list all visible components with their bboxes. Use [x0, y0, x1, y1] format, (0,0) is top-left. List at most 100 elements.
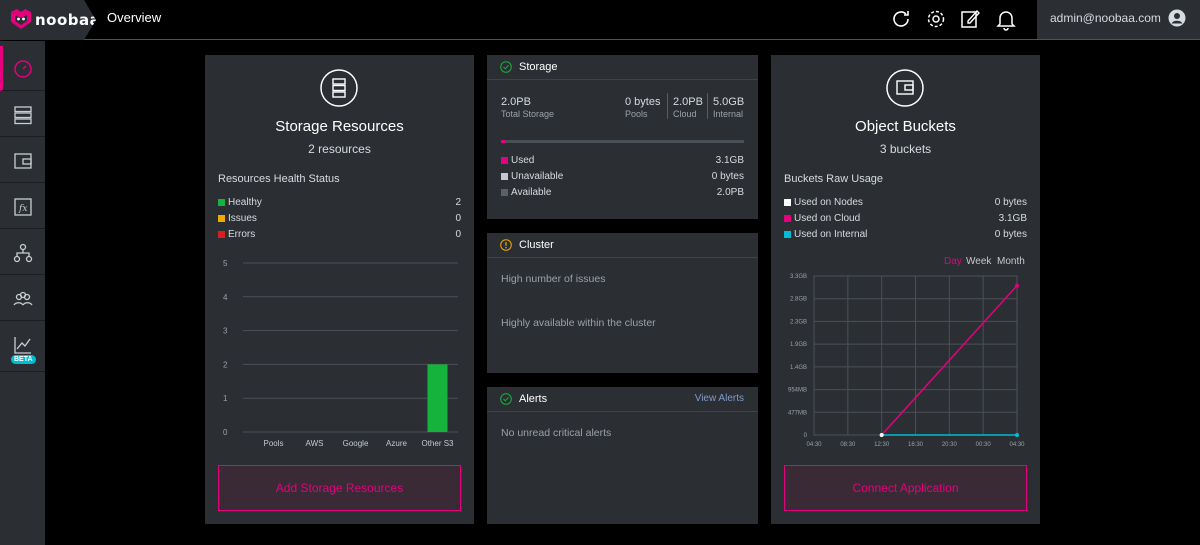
- legend-value: 0: [455, 229, 461, 240]
- pools-value: 0 bytes: [625, 96, 661, 108]
- function-icon: fx: [14, 198, 32, 216]
- legend-nodes: Used on Nodes 0 bytes: [784, 197, 1027, 208]
- cloud-value: 2.0PB: [673, 96, 703, 108]
- x-tick-label: 00:30: [976, 442, 992, 448]
- alerts-title: Alerts: [519, 393, 548, 405]
- x-tick-label: 12:30: [874, 442, 890, 448]
- legend-label: Used on Nodes: [794, 197, 863, 208]
- legend-label: Used: [511, 155, 535, 166]
- svg-text:fx: fx: [18, 204, 27, 214]
- users-icon: [13, 291, 33, 306]
- cloud-label: Cloud: [673, 109, 697, 119]
- gear-icon[interactable]: [924, 7, 948, 31]
- legend-value: 0 bytes: [994, 197, 1027, 208]
- server-icon: [320, 69, 358, 107]
- add-storage-resources-button[interactable]: Add Storage Resources: [218, 465, 461, 511]
- bar: [427, 364, 448, 432]
- sidebar-item-analytics[interactable]: BETA: [0, 322, 45, 372]
- internal-label: Internal: [713, 109, 744, 119]
- available-swatch: [501, 188, 508, 196]
- legend-issues: Issues 0: [218, 213, 461, 224]
- chart-line-icon: [14, 337, 31, 354]
- alerts-panel: Alerts View Alerts No unread critical al…: [487, 387, 758, 524]
- user-menu[interactable]: admin@noobaa.com: [1037, 0, 1200, 39]
- healthy-swatch: [218, 198, 225, 206]
- bell-icon[interactable]: [994, 7, 1018, 31]
- sidebar-item-functions[interactable]: fx: [0, 184, 45, 229]
- object-buckets-title: Object Buckets: [855, 118, 956, 135]
- legend-label: Unavailable: [511, 171, 564, 182]
- data-point: [1015, 283, 1019, 288]
- connect-application-button[interactable]: Connect Application: [784, 465, 1027, 511]
- storage-panel: Storage 2.0PB Total Storage 0 bytes Pool…: [487, 55, 758, 219]
- x-tick-label: AWS: [306, 439, 324, 448]
- legend-available: Available 2.0PB: [501, 187, 744, 198]
- legend-value: 3.1GB: [715, 155, 744, 166]
- data-point: [879, 433, 884, 437]
- y-tick-label: 2.3GB: [790, 319, 807, 325]
- top-bar: noobaa Overview admin@noobaa.com: [0, 0, 1200, 40]
- x-tick-label: Other S3: [421, 439, 454, 448]
- legend-errors: Errors 0: [218, 229, 461, 240]
- dashboard-icon: [14, 60, 32, 78]
- refresh-icon[interactable]: [889, 7, 913, 31]
- y-tick-label: 1: [223, 394, 228, 403]
- logo-text: noobaa: [35, 11, 101, 29]
- legend-label: Used on Internal: [794, 229, 868, 240]
- pools-label: Pools: [625, 109, 648, 119]
- range-month-tab[interactable]: Month: [997, 256, 1025, 267]
- buckets-usage-title: Buckets Raw Usage: [784, 173, 884, 185]
- series-line: [881, 285, 1018, 436]
- legend-internal: Used on Internal 0 bytes: [784, 229, 1027, 240]
- sidebar-item-cluster[interactable]: [0, 230, 45, 275]
- view-alerts-link[interactable]: View Alerts: [694, 393, 744, 404]
- internal-swatch: [784, 230, 791, 238]
- used-swatch: [501, 156, 508, 164]
- range-week-tab[interactable]: Week: [966, 256, 992, 267]
- object-buckets-panel: Object Buckets 3 buckets Buckets Raw Usa…: [771, 55, 1040, 524]
- y-tick-label: 0: [223, 428, 228, 437]
- sidebar-item-resources[interactable]: [0, 92, 45, 137]
- y-tick-label: 1.9GB: [790, 342, 807, 348]
- total-storage-label: Total Storage: [501, 109, 555, 119]
- edit-icon[interactable]: [958, 7, 982, 31]
- sidebar-item-overview[interactable]: [0, 46, 45, 91]
- x-tick-label: 04:30: [1009, 442, 1025, 448]
- legend-label: Issues: [228, 213, 257, 224]
- page-title: Overview: [107, 10, 162, 25]
- legend-label: Healthy: [228, 197, 262, 208]
- y-tick-label: 2: [223, 360, 228, 369]
- user-icon[interactable]: [1168, 9, 1186, 27]
- sidebar-item-accounts[interactable]: [0, 276, 45, 321]
- cluster-title: Cluster: [519, 239, 554, 251]
- legend-value: 2.0PB: [716, 187, 744, 198]
- warning-icon: [500, 239, 512, 251]
- resources-bar-chart: 0 1 2 3 4 5 Pools AWS Google Azure Other S3: [223, 259, 458, 448]
- storage-usage-fill: [501, 140, 505, 143]
- unavailable-swatch: [501, 172, 508, 180]
- check-circle-icon: [500, 393, 512, 405]
- logo[interactable]: noobaa: [0, 0, 101, 40]
- total-storage-value: 2.0PB: [501, 96, 531, 108]
- cluster-panel: Cluster High number of issues Highly ava…: [487, 233, 758, 373]
- legend-used: Used 3.1GB: [501, 155, 744, 166]
- health-status-title: Resources Health Status: [218, 173, 340, 185]
- beta-badge: BETA: [11, 355, 36, 364]
- y-tick-label: 5: [223, 259, 228, 268]
- legend-unavailable: Unavailable 0 bytes: [501, 171, 744, 182]
- y-tick-label: 1.4GB: [790, 365, 807, 371]
- nodes-swatch: [784, 198, 791, 206]
- buckets-usage-line-chart: 0 477MB 954MB 1.4GB 1.9GB 2.3GB 2.8GB 3.3GB 04:3…: [788, 274, 1025, 448]
- y-tick-label: 954MB: [788, 388, 807, 394]
- cloud-swatch: [784, 214, 791, 222]
- bucket-icon: [14, 153, 32, 169]
- range-day-tab[interactable]: Day: [944, 256, 962, 267]
- legend-value: 0: [455, 213, 461, 224]
- x-tick-label: Google: [343, 439, 369, 448]
- legend-healthy: Healthy 2: [218, 197, 461, 208]
- x-tick-label: 16:30: [908, 442, 924, 448]
- check-circle-icon: [500, 61, 512, 73]
- sidebar-item-buckets[interactable]: [0, 138, 45, 183]
- legend-value: 2: [455, 197, 461, 208]
- x-tick-label: Pools: [263, 439, 283, 448]
